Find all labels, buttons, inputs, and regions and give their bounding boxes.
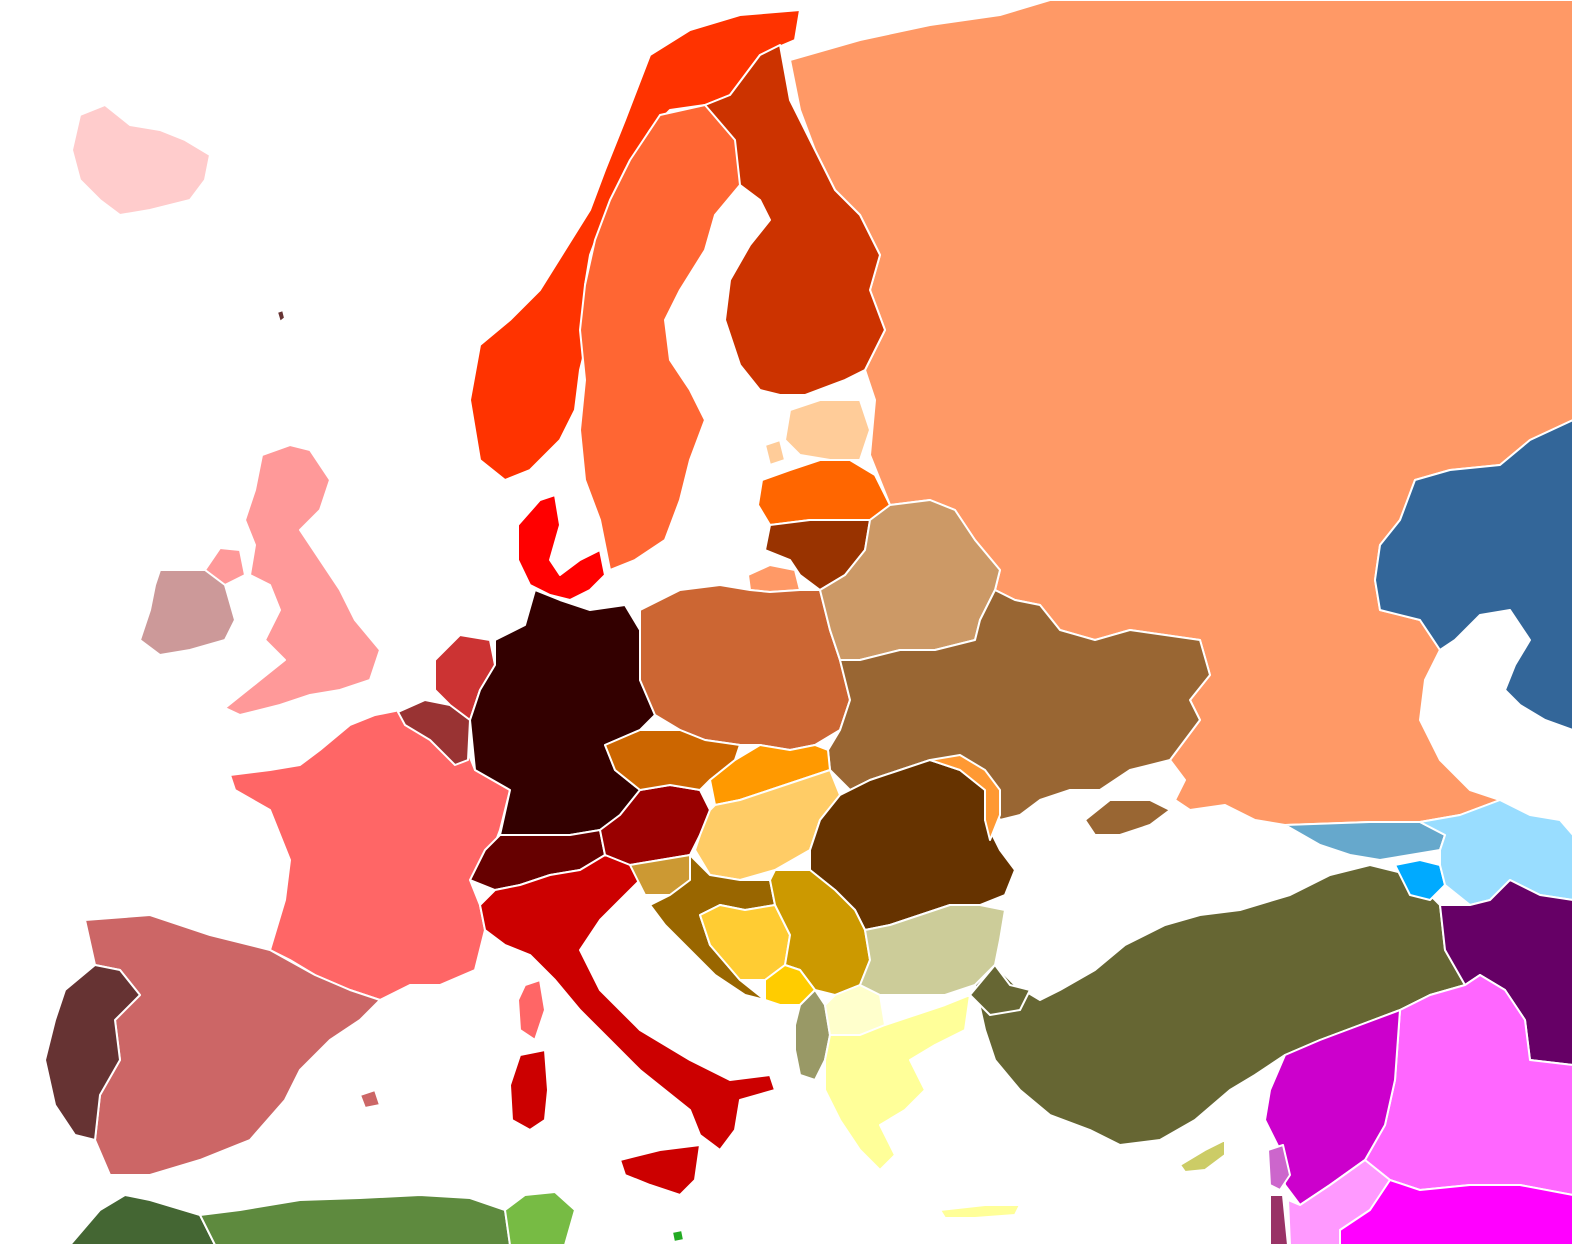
country-lebanon[interactable] [1267,1144,1291,1191]
country-kazakhstan[interactable] [1374,419,1573,731]
country-estonia[interactable] [784,399,871,461]
country-portugal[interactable] [44,964,141,1141]
country-cyprus[interactable] [1179,1139,1226,1173]
country-albania[interactable] [794,989,831,1081]
country-sardinia[interactable] [509,1049,549,1131]
country-corsica[interactable] [517,979,546,1041]
country-kaliningrad[interactable] [747,564,801,593]
country-iceland[interactable] [71,104,211,216]
country-latvia[interactable] [757,459,891,526]
country-belgium[interactable] [397,699,471,766]
country-italy[interactable] [479,854,776,1151]
country-united-kingdom[interactable] [224,444,381,716]
country-spain-balearic[interactable] [359,1089,381,1109]
country-italy-sicily[interactable] [619,1144,701,1196]
country-israel[interactable] [1269,1194,1289,1245]
country-ukraine-crimea[interactable] [1084,799,1171,836]
country-sweden[interactable] [579,104,746,571]
country-tunisia[interactable] [504,1191,576,1245]
country-morocco[interactable] [69,1194,216,1245]
country-saudi-arabia[interactable] [1339,1179,1573,1245]
country-greece[interactable] [824,994,971,1171]
country-turkey-thrace[interactable] [969,964,1031,1016]
country-estonia-islands[interactable] [764,439,786,466]
country-ireland[interactable] [139,569,236,656]
country-libya-fragment[interactable] [671,1229,685,1243]
country-denmark[interactable] [517,494,606,601]
country-faroe-islands[interactable] [276,309,286,323]
country-algeria[interactable] [199,1194,511,1245]
country-greece-crete[interactable] [939,1204,1021,1219]
country-moldova[interactable] [929,754,1001,841]
country-georgia[interactable] [1284,821,1446,861]
country-finland[interactable] [704,44,886,396]
country-poland[interactable] [639,584,851,751]
